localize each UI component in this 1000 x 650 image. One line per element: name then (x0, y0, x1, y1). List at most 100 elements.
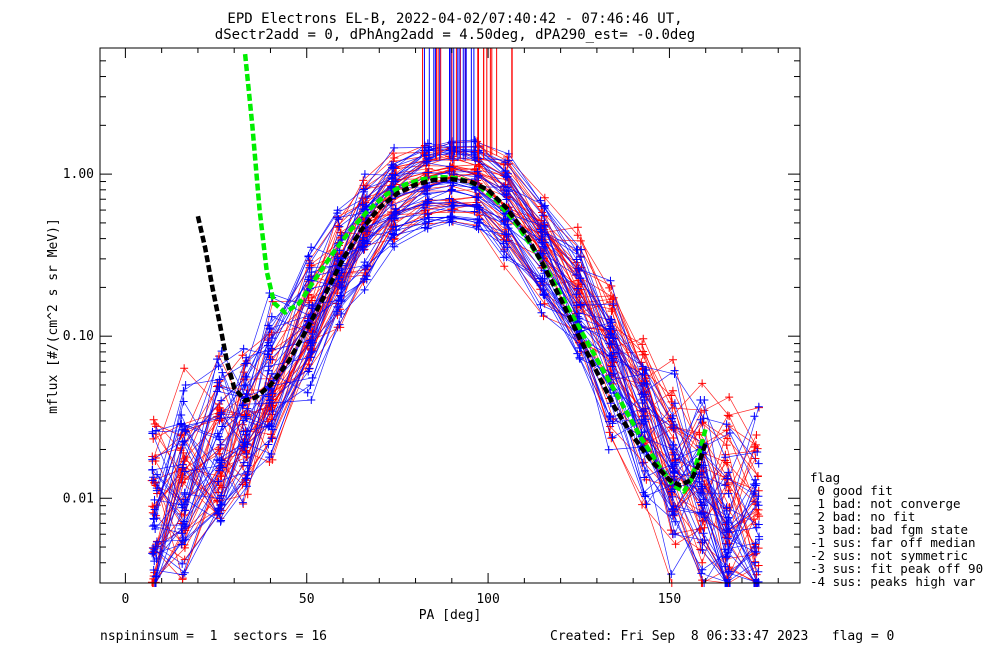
blue-series-point (573, 284, 582, 293)
blue-series-point (152, 486, 161, 495)
blue-series-point (572, 301, 581, 310)
blue-series-point (605, 339, 614, 348)
blue-series-point (243, 461, 252, 470)
x-tick-label: 150 (658, 592, 681, 607)
blue-series-point (390, 214, 399, 223)
red-series-point (671, 540, 680, 549)
blue-series-point (337, 296, 346, 305)
legend-entry-5: -2 sus: not symmetric (810, 548, 968, 563)
blue-series-point (606, 276, 615, 285)
blue-series-point (447, 185, 456, 194)
blue-series-point (334, 215, 343, 224)
blue-series-point (750, 487, 759, 496)
blue-series-point (472, 200, 481, 209)
blue-series-point (753, 497, 762, 506)
blue-series-point (180, 467, 189, 476)
blue-series-point (575, 266, 584, 275)
blue-series-point (215, 435, 224, 444)
blue-series-point (721, 453, 730, 462)
red-series-line (154, 202, 758, 580)
blue-series-point (697, 489, 706, 498)
blue-series-point (473, 167, 482, 176)
red-series-point (639, 334, 648, 343)
saturated-spikes (422, 48, 513, 162)
blue-series-point (724, 545, 733, 554)
blue-series-point (182, 521, 191, 530)
y-axis-label: mflux [#/(cm^2 s sr MeV)] (46, 218, 61, 414)
blue-series-point (722, 528, 731, 537)
blue-series-point (360, 187, 369, 196)
blue-series-point (640, 427, 649, 436)
blue-series-point (243, 427, 252, 436)
blue-series-point (537, 308, 546, 317)
red-series-point (698, 558, 707, 567)
blue-series-point (242, 414, 251, 423)
blue-series-point (307, 348, 316, 357)
blue-series-point (242, 482, 251, 491)
y-tick-label: 0.01 (63, 491, 94, 506)
legend-entry-6: -3 sus: fit peak off 90 (810, 561, 983, 576)
blue-series-point (335, 320, 344, 329)
blue-series-point (148, 455, 157, 464)
blue-series-point (387, 183, 396, 192)
red-series-point (755, 512, 764, 521)
blue-series-point (670, 369, 679, 378)
blue-series-point (240, 381, 249, 390)
red-series-point (668, 386, 677, 395)
red-series-point (722, 441, 731, 450)
blue-series-point (152, 537, 161, 546)
red-series-point (605, 283, 614, 292)
legend-entry-2: 2 bad: no fit (810, 509, 915, 524)
blue-series-point (501, 158, 510, 167)
blue-series-point (360, 170, 369, 179)
plot-area (147, 48, 764, 587)
blue-series-point (265, 453, 274, 462)
blue-series-point (306, 381, 315, 390)
blue-series-point (445, 194, 454, 203)
blue-series-point (609, 300, 618, 309)
blue-series-point (387, 201, 396, 210)
blue-series-point (575, 353, 584, 362)
blue-series-point (751, 558, 760, 567)
blue-series-point (536, 300, 545, 309)
red-series-point (180, 555, 189, 564)
blue-series-point (305, 263, 314, 272)
blue-series-point (697, 482, 706, 491)
blue-series-point (392, 226, 401, 235)
blue-series-point (475, 205, 484, 214)
blue-series-point (608, 362, 617, 371)
y-axis-ticks: 0.01 0.10 1.00 (63, 47, 800, 584)
red-series-point (668, 422, 677, 431)
red-series-point (752, 430, 761, 439)
blue-series-point (266, 355, 275, 364)
blue-series-point (268, 334, 277, 343)
red-series-point (698, 379, 707, 388)
blue-series-point (152, 572, 161, 581)
red-series-point (700, 406, 709, 415)
red-series-point (667, 391, 676, 400)
blue-series-point (606, 322, 615, 331)
chart-subtitle: dSectr2add = 0, dPhAng2add = 4.50deg, dP… (215, 27, 695, 43)
legend-entry-4: -1 sus: far off median (810, 535, 976, 550)
blue-series-point (605, 412, 614, 421)
blue-series-point (723, 474, 732, 483)
blue-series-point (150, 510, 159, 519)
blue-series-point (753, 448, 762, 457)
blue-series-point (448, 206, 457, 215)
fit-curves (195, 53, 708, 494)
red-series-point (639, 347, 648, 356)
red-series-point (753, 510, 762, 519)
blue-series-point (539, 249, 548, 258)
blue-series-point (304, 252, 313, 261)
red-series-line (155, 177, 756, 584)
blue-series-point (268, 425, 277, 434)
blue-series-point (216, 440, 225, 449)
blue-series-point (264, 321, 273, 330)
red-series-point (696, 545, 705, 554)
blue-series-point (153, 470, 162, 479)
blue-series-point (720, 481, 729, 490)
blue-series-point (242, 450, 251, 459)
blue-series-point (213, 355, 222, 364)
blue-series-point (474, 214, 483, 223)
